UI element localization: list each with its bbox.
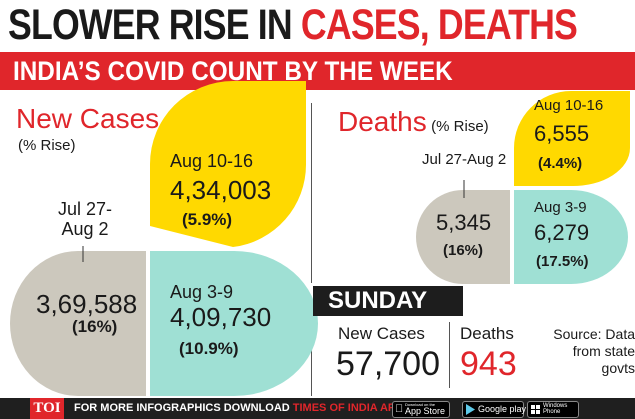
new-cases-week1-value: 3,69,588 bbox=[36, 289, 138, 319]
subtitle-bar bbox=[0, 52, 635, 90]
sunday-deaths-value: 943 bbox=[460, 345, 517, 383]
new-cases-week2-rise: (10.9%) bbox=[179, 339, 239, 358]
deaths-petal-aug10-16 bbox=[514, 91, 630, 187]
toi-logo: TOI bbox=[30, 398, 64, 419]
app-store-small: Download on the bbox=[405, 402, 436, 407]
new-cases-week2-label: Aug 3-9 bbox=[170, 282, 234, 302]
new-cases-title: New Cases bbox=[16, 103, 160, 134]
deaths-week2-label: Aug 3-9 bbox=[534, 199, 587, 216]
headline-part2: CASES, DEATHS bbox=[300, 1, 578, 49]
subtitle-text: INDIA’S COVID COUNT BY THE WEEK bbox=[13, 56, 453, 86]
deaths-subtitle: (% Rise) bbox=[431, 118, 489, 135]
headline: SLOWER RISE IN CASES, DEATHS bbox=[8, 0, 578, 50]
sunday-bar bbox=[313, 286, 463, 316]
new-cases-week3-rise: (5.9%) bbox=[182, 210, 233, 229]
deaths-week3-label: Aug 10-16 bbox=[534, 97, 604, 114]
sunday-new-cases-label: New Cases bbox=[338, 324, 425, 343]
windows-small: Windows bbox=[543, 403, 568, 409]
new-cases-week1-label-line1: Jul 27- bbox=[57, 199, 113, 219]
source-line3: govts bbox=[601, 360, 635, 376]
deaths-week3-value: 6,555 bbox=[534, 121, 590, 146]
footer-text: FOR MORE INFOGRAPHICS DOWNLOAD TIMES OF … bbox=[74, 398, 403, 419]
deaths-week1-label: Jul 27-Aug 2 bbox=[422, 151, 507, 168]
sunday-divider bbox=[449, 322, 450, 388]
new-cases-petal-aug3-9 bbox=[150, 251, 318, 396]
new-cases-week1-label: Jul 27- Aug 2 bbox=[40, 199, 130, 239]
google-play-icon bbox=[466, 404, 475, 415]
sunday-new-cases-value: 57,700 bbox=[336, 345, 440, 383]
new-cases-week3-value: 4,34,003 bbox=[170, 175, 272, 205]
google-play-badge[interactable]: Google play bbox=[462, 401, 527, 418]
source-note: Source: Data from state govts bbox=[540, 326, 635, 377]
deaths-petal-jul27-aug2 bbox=[416, 190, 510, 284]
vertical-divider bbox=[311, 103, 312, 283]
app-store-label: App Store bbox=[405, 406, 446, 416]
new-cases-subtitle: (% Rise) bbox=[18, 137, 76, 154]
deaths-week1-rise: (16%) bbox=[443, 242, 484, 259]
app-store-badge[interactable]:  Download on the App Store bbox=[392, 401, 450, 418]
google-play-label: Google play bbox=[478, 404, 527, 414]
new-cases-week3-label: Aug 10-16 bbox=[170, 151, 254, 171]
vertical-divider-lower bbox=[311, 318, 312, 396]
windows-phone-badge[interactable]: Windows Phone bbox=[527, 401, 579, 418]
deaths-petal-aug3-9 bbox=[514, 190, 628, 284]
new-cases-petal-aug10-16 bbox=[150, 81, 307, 247]
deaths-week2-value: 6,279 bbox=[534, 220, 590, 245]
deaths-week2-rise: (17.5%) bbox=[536, 253, 589, 270]
deaths-title: Deaths bbox=[338, 106, 427, 137]
footer-text-part2: TIMES OF INDIA APP bbox=[292, 402, 403, 414]
source-line1: Source: Data bbox=[553, 326, 635, 342]
deaths-week3-rise: (4.4%) bbox=[538, 155, 583, 172]
headline-part1: SLOWER RISE IN bbox=[8, 1, 301, 49]
new-cases-week1-rise: (16%) bbox=[72, 317, 118, 336]
apple-icon:  bbox=[395, 403, 403, 416]
new-cases-petal-jul27-aug2 bbox=[10, 251, 147, 396]
windows-icon bbox=[531, 405, 540, 414]
new-cases-week1-label-line2: Aug 2 bbox=[61, 219, 109, 239]
footer-text-part1: FOR MORE INFOGRAPHICS DOWNLOAD bbox=[74, 402, 293, 414]
deaths-header: Deaths (% Rise) bbox=[338, 106, 489, 138]
windows-label: Phone bbox=[543, 409, 561, 415]
source-line2: from state bbox=[572, 343, 635, 359]
sunday-label: SUNDAY bbox=[328, 287, 428, 314]
deaths-week1-value: 5,345 bbox=[436, 210, 492, 235]
sunday-deaths-label: Deaths bbox=[460, 324, 514, 343]
new-cases-week2-value: 4,09,730 bbox=[170, 302, 272, 332]
